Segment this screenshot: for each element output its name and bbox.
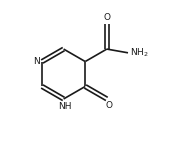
Text: NH: NH	[58, 102, 72, 111]
Text: NH$_2$: NH$_2$	[130, 47, 149, 59]
Text: O: O	[103, 13, 110, 22]
Text: N: N	[33, 57, 39, 66]
Text: O: O	[105, 102, 112, 111]
